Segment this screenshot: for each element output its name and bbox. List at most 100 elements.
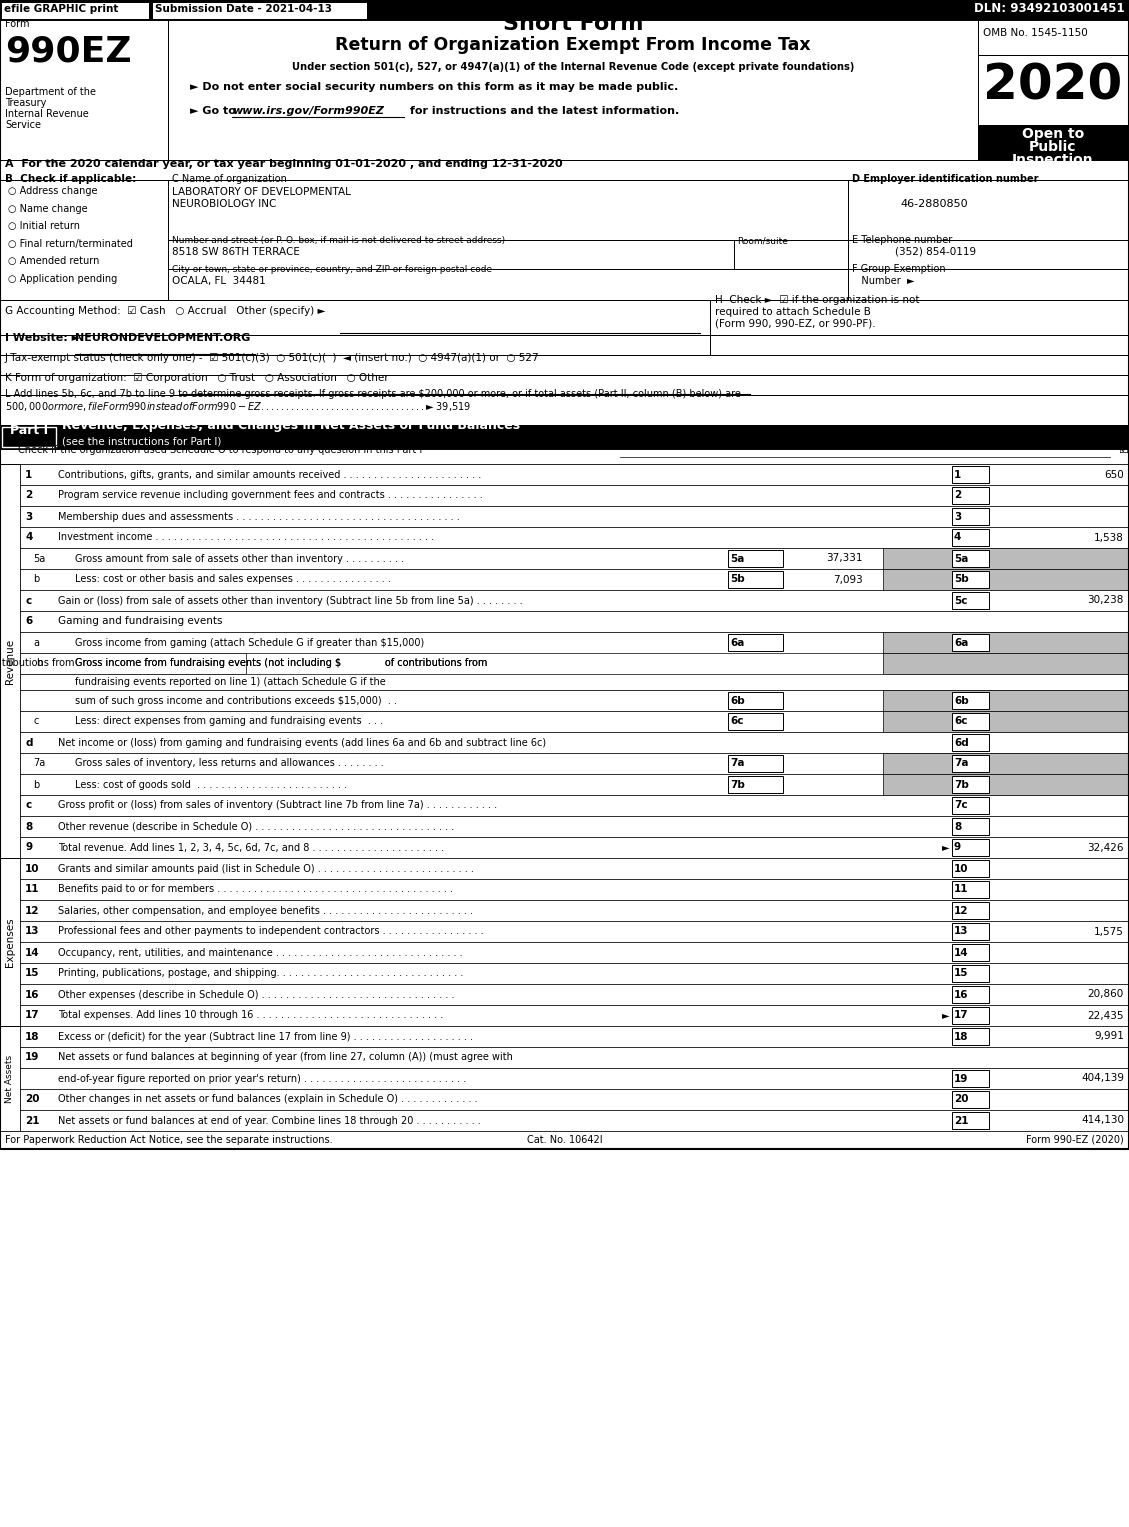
Text: 7a: 7a: [954, 759, 969, 768]
Text: Room/suite: Room/suite: [737, 237, 788, 244]
Text: 4: 4: [25, 533, 33, 542]
Text: $500,000 or more, file Form 990 instead of Form 990-EZ . . . . . . . . . . . . .: $500,000 or more, file Form 990 instead …: [5, 400, 471, 412]
Bar: [0, 334, 710, 354]
Text: 9,991: 9,991: [1094, 1032, 1124, 1041]
Text: Cat. No. 10642I: Cat. No. 10642I: [527, 1135, 603, 1145]
Text: For Paperwork Reduction Act Notice, see the separate instructions.: For Paperwork Reduction Act Notice, see …: [5, 1135, 333, 1145]
Bar: [20, 673, 1129, 690]
Text: 7b: 7b: [730, 779, 745, 789]
Text: Form 990-EZ (2020): Form 990-EZ (2020): [1026, 1135, 1124, 1145]
Text: b: b: [33, 779, 40, 789]
Text: Revenue, Expenses, and Changes in Net Assets or Fund Balances: Revenue, Expenses, and Changes in Net As…: [62, 418, 520, 432]
Text: 20,860: 20,860: [1087, 989, 1124, 1000]
Bar: [728, 571, 784, 588]
Text: Gaming and fundraising events: Gaming and fundraising events: [58, 617, 222, 626]
Bar: [20, 464, 1129, 486]
Text: Program service revenue including government fees and contracts . . . . . . . . : Program service revenue including govern…: [58, 490, 483, 501]
Bar: [952, 466, 989, 483]
Bar: [734, 240, 848, 269]
Text: 990EZ: 990EZ: [5, 35, 132, 69]
Text: 5a: 5a: [33, 553, 45, 563]
Bar: [952, 838, 989, 857]
Bar: [848, 180, 1129, 240]
Text: 9: 9: [25, 843, 32, 852]
Text: F Group Exemption: F Group Exemption: [852, 264, 946, 273]
Text: Number  ►: Number ►: [852, 276, 914, 286]
Text: c: c: [25, 596, 32, 606]
Text: NEUROBIOLOGY INC: NEUROBIOLOGY INC: [172, 199, 277, 209]
Text: 15: 15: [954, 968, 969, 979]
Bar: [883, 774, 1129, 796]
Text: sum of such gross income and contributions exceeds $15,000)  . .: sum of such gross income and contributio…: [75, 695, 397, 705]
Bar: [0, 1132, 1129, 1148]
Bar: [0, 20, 168, 160]
Text: Benefits paid to or for members . . . . . . . . . . . . . . . . . . . . . . . . : Benefits paid to or for members . . . . …: [58, 884, 453, 895]
Text: DLN: 93492103001451: DLN: 93492103001451: [974, 3, 1124, 15]
Text: NEURONDEVELOPMENT.ORG: NEURONDEVELOPMENT.ORG: [75, 333, 251, 344]
Text: 30,238: 30,238: [1087, 596, 1124, 606]
Text: D Employer identification number: D Employer identification number: [852, 174, 1039, 183]
Text: Part I: Part I: [10, 425, 49, 437]
Text: Gross income from fundraising events (not including $              of contributi: Gross income from fundraising events (no…: [75, 658, 488, 669]
Text: 13: 13: [954, 927, 969, 936]
Text: E Telephone number: E Telephone number: [852, 235, 952, 244]
Text: fundraising events reported on line 1) (attach Schedule G if the: fundraising events reported on line 1) (…: [75, 676, 386, 687]
Text: c: c: [25, 800, 32, 811]
Bar: [168, 20, 978, 160]
Text: 1: 1: [25, 469, 33, 479]
Bar: [883, 753, 1129, 774]
Bar: [20, 1005, 1129, 1026]
Text: C Name of organization: C Name of organization: [172, 174, 287, 183]
Text: Expenses: Expenses: [5, 918, 15, 967]
Bar: [978, 125, 1129, 160]
Text: 650: 650: [1104, 469, 1124, 479]
Text: H  Check ►  ☑ if the organization is not: H Check ► ☑ if the organization is not: [715, 295, 919, 305]
Text: 7c: 7c: [954, 800, 968, 811]
Text: Grants and similar amounts paid (list in Schedule O) . . . . . . . . . . . . . .: Grants and similar amounts paid (list in…: [58, 863, 474, 873]
Bar: [168, 240, 734, 269]
Bar: [952, 1070, 989, 1087]
Text: 6a: 6a: [954, 637, 969, 647]
Text: ○ Amended return: ○ Amended return: [8, 257, 99, 266]
Bar: [0, 395, 1129, 425]
Bar: [728, 692, 784, 709]
Bar: [710, 299, 1129, 334]
Text: required to attach Schedule B: required to attach Schedule B: [715, 307, 870, 318]
Text: 10: 10: [954, 863, 969, 873]
Bar: [952, 818, 989, 835]
Text: G Accounting Method:  ☑ Cash   ○ Accrual   Other (specify) ►: G Accounting Method: ☑ Cash ○ Accrual Ot…: [5, 305, 325, 316]
Text: 12: 12: [25, 906, 40, 916]
Text: 12: 12: [954, 906, 969, 916]
Text: 37,331: 37,331: [826, 553, 863, 563]
Bar: [20, 1110, 1129, 1132]
Text: 32,426: 32,426: [1087, 843, 1124, 852]
Text: Form: Form: [5, 18, 29, 29]
Bar: [952, 1006, 989, 1025]
Text: Short Form: Short Form: [502, 14, 644, 34]
Text: Gross sales of inventory, less returns and allowances . . . . . . . .: Gross sales of inventory, less returns a…: [75, 759, 384, 768]
Text: Internal Revenue: Internal Revenue: [5, 108, 89, 119]
Bar: [1, 2, 149, 18]
Text: Revenue: Revenue: [5, 638, 15, 684]
Bar: [0, 354, 1129, 376]
Text: Membership dues and assessments . . . . . . . . . . . . . . . . . . . . . . . . : Membership dues and assessments . . . . …: [58, 512, 460, 522]
Text: Net Assets: Net Assets: [6, 1055, 15, 1102]
Text: Occupancy, rent, utilities, and maintenance . . . . . . . . . . . . . . . . . . : Occupancy, rent, utilities, and maintena…: [58, 947, 463, 957]
Text: ► Go to: ► Go to: [190, 105, 239, 116]
Text: LABORATORY OF DEVELOPMENTAL: LABORATORY OF DEVELOPMENTAL: [172, 186, 351, 197]
Text: 14: 14: [25, 947, 40, 957]
Text: Excess or (deficit) for the year (Subtract line 17 from line 9) . . . . . . . . : Excess or (deficit) for the year (Subtra…: [58, 1032, 473, 1041]
Text: 404,139: 404,139: [1080, 1073, 1124, 1084]
Text: 7,093: 7,093: [833, 574, 863, 585]
Bar: [883, 548, 1129, 570]
Bar: [152, 2, 367, 18]
Text: b: b: [33, 574, 40, 585]
Bar: [20, 899, 1129, 921]
Text: 6b: 6b: [730, 695, 745, 705]
Bar: [952, 922, 989, 941]
Text: 18: 18: [954, 1032, 969, 1041]
Text: Under section 501(c), 527, or 4947(a)(1) of the Internal Revenue Code (except pr: Under section 501(c), 527, or 4947(a)(1)…: [291, 63, 855, 72]
Text: 6d: 6d: [954, 738, 969, 748]
Text: Less: direct expenses from gaming and fundraising events  . . .: Less: direct expenses from gaming and fu…: [75, 716, 383, 727]
Bar: [883, 570, 1129, 589]
